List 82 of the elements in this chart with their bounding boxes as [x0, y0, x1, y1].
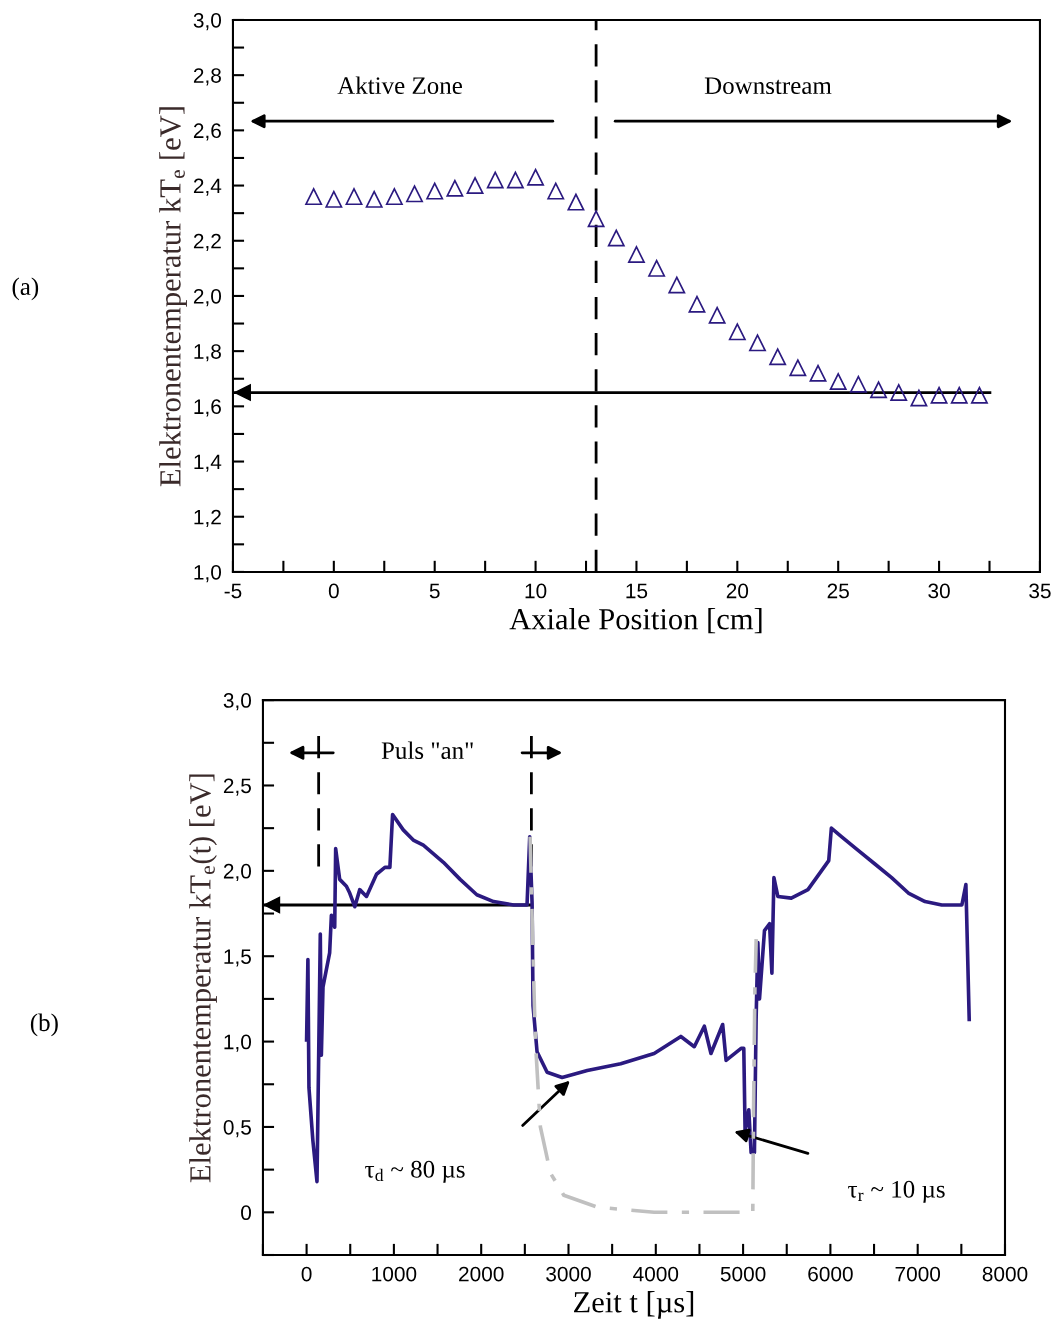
x-tick-label: 20 [726, 583, 749, 599]
x-axis-title: Zeit t [µs] [574, 1291, 694, 1319]
x-tick-label: 35 [1029, 583, 1051, 599]
y-tick-label: 2,0 [223, 863, 252, 882]
point [305, 188, 323, 206]
y-tick-label: 0 [241, 1205, 252, 1221]
point [607, 229, 625, 247]
point [829, 373, 847, 390]
x-tick-label: 2000 [459, 1266, 504, 1282]
y-axis-title: Elektronentemperatur kT$_{e}$ [eV] [159, 107, 187, 487]
point [950, 386, 968, 404]
x-tick-label: 0 [301, 1266, 312, 1282]
point [587, 210, 605, 228]
y-tick-label: 3,0 [223, 693, 252, 711]
x-axis-title: Axiale Position [cm] [509, 608, 762, 634]
y-tick-label: 1,0 [224, 1034, 252, 1052]
point [547, 182, 565, 200]
point [789, 359, 807, 377]
y-axis-title: Elektronentemperatur kT$_{e}$(t) [eV] [189, 774, 217, 1183]
point [325, 190, 343, 208]
point [749, 334, 766, 352]
annotation: Downstream [704, 77, 832, 95]
y-tick-label: 1,6 [194, 399, 221, 417]
x-tick-label: 7000 [895, 1266, 941, 1282]
y-tick-label: 1,0 [194, 564, 222, 583]
point [486, 171, 504, 189]
y-tick-label: 1,5 [224, 949, 251, 967]
point [406, 185, 424, 203]
y-tick-label: 2,4 [193, 178, 222, 196]
y-tick-label: 1,2 [194, 509, 221, 527]
point [688, 295, 706, 313]
point [769, 348, 787, 366]
point [849, 375, 867, 393]
point [385, 188, 403, 206]
y-tick-label: 0,5 [223, 1119, 251, 1138]
point [930, 386, 948, 404]
point [345, 188, 363, 206]
point [708, 306, 726, 324]
point [365, 190, 383, 208]
point [809, 364, 827, 382]
x-tick-label: -5 [224, 583, 242, 599]
point [648, 259, 666, 277]
y-tick-label: 3,0 [193, 12, 222, 31]
x-tick-label: 3000 [546, 1266, 591, 1282]
annotation: Puls "an" [381, 741, 473, 760]
point [870, 381, 888, 399]
y-tick-label: 1,8 [194, 344, 221, 362]
point [567, 193, 585, 211]
text: (b) [30, 1013, 58, 1037]
point [890, 384, 908, 402]
point [446, 179, 464, 197]
point [910, 389, 928, 407]
x-tick-label: 8000 [982, 1266, 1028, 1282]
annotation: τ$_{d}$ ~ 80 µs [365, 1160, 465, 1183]
x-tick-label: 10 [525, 583, 547, 599]
x-tick-label: 4000 [633, 1266, 679, 1282]
text: (a) [12, 277, 39, 301]
point [527, 168, 545, 186]
point [627, 246, 645, 264]
x-tick-label: 6000 [808, 1266, 853, 1282]
x-tick-label: 0 [328, 583, 339, 599]
line-series [528, 834, 758, 1215]
y-tick-label: 1,4 [194, 454, 222, 472]
y-tick-label: 2,2 [193, 233, 221, 251]
y-tick-label: 2,0 [193, 288, 222, 307]
y-tick-label: 2,8 [193, 68, 221, 86]
x-tick-label: 5000 [720, 1266, 766, 1282]
point [970, 386, 988, 404]
x-tick-label: 25 [827, 583, 849, 599]
annotation: Aktive Zone [337, 76, 462, 95]
point [506, 171, 524, 189]
point [728, 323, 746, 341]
x-tick-label: 15 [626, 583, 648, 599]
x-tick-label: 5 [429, 583, 440, 599]
y-tick-label: 2,5 [223, 778, 251, 796]
y-tick-label: 2,6 [193, 123, 221, 141]
annotation: τ$_{r}$ ~ 10 µs [848, 1180, 945, 1203]
x-tick-label: 30 [928, 583, 950, 599]
point [426, 182, 444, 200]
point [466, 177, 484, 195]
x-tick-label: 1000 [372, 1266, 417, 1282]
point [668, 276, 686, 294]
